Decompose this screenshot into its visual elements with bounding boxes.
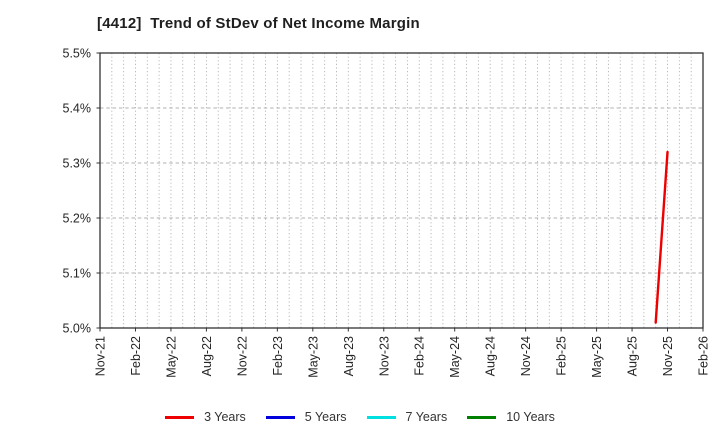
legend-line-10-years-icon — [467, 415, 497, 419]
svg-text:Nov-24: Nov-24 — [519, 336, 533, 376]
svg-text:5.1%: 5.1% — [63, 266, 92, 280]
plot-area: Nov-21 Feb-22 May-22 Aug-22 Nov-22 Feb-23 May-… — [63, 46, 711, 378]
svg-text:Nov-25: Nov-25 — [661, 336, 675, 376]
svg-text:5.3%: 5.3% — [63, 156, 92, 170]
legend-item-3-years: 3 Years — [165, 410, 246, 424]
svg-text:Feb-24: Feb-24 — [413, 336, 427, 376]
svg-text:May-22: May-22 — [164, 336, 178, 378]
legend-line-5-years-icon — [265, 415, 295, 419]
svg-text:Nov-21: Nov-21 — [94, 336, 108, 376]
legend: 3 Years 5 Years 7 Years 10 Years — [0, 404, 720, 430]
y-gridlines — [100, 107, 703, 274]
axis-ticks — [96, 52, 704, 332]
svg-text:May-24: May-24 — [448, 336, 462, 378]
legend-label-3-years: 3 Years — [204, 410, 246, 424]
svg-text:5.5%: 5.5% — [63, 46, 92, 60]
svg-text:May-23: May-23 — [306, 336, 320, 378]
svg-text:Nov-23: Nov-23 — [377, 336, 391, 376]
legend-label-10-years: 10 Years — [506, 410, 555, 424]
legend-label-7-years: 7 Years — [405, 410, 448, 424]
legend-item-10-years: 10 Years — [467, 410, 555, 424]
x-tick-labels: Nov-21 Feb-22 May-22 Aug-22 Nov-22 Feb-23 May-… — [94, 336, 711, 378]
legend-label-5-years: 5 Years — [304, 410, 347, 424]
svg-text:Feb-22: Feb-22 — [129, 336, 143, 376]
svg-text:Feb-26: Feb-26 — [697, 336, 711, 376]
series-line-3-years — [654, 150, 669, 324]
svg-text:Nov-22: Nov-22 — [235, 336, 249, 376]
svg-text:Aug-24: Aug-24 — [484, 336, 498, 376]
svg-text:Aug-25: Aug-25 — [626, 336, 640, 376]
x-gridlines — [111, 53, 692, 328]
svg-text:5.4%: 5.4% — [63, 101, 92, 115]
legend-item-5-years: 5 Years — [265, 410, 347, 424]
chart-title: [4412] Trend of StDev of Net Income Marg… — [97, 15, 420, 32]
plot-border — [99, 52, 704, 329]
svg-text:5.0%: 5.0% — [63, 321, 92, 335]
legend-line-7-years-icon — [366, 415, 396, 419]
svg-text:May-25: May-25 — [590, 336, 604, 378]
series-lines — [654, 150, 669, 324]
y-tick-labels: 5.0% 5.1% 5.2% 5.3% 5.4% 5.5% — [63, 46, 92, 335]
svg-text:Aug-22: Aug-22 — [200, 336, 214, 376]
legend-line-3-years-icon — [165, 415, 195, 419]
svg-text:Feb-23: Feb-23 — [271, 336, 285, 376]
legend-item-7-years: 7 Years — [366, 410, 448, 424]
svg-text:Feb-25: Feb-25 — [555, 336, 569, 376]
svg-text:5.2%: 5.2% — [63, 211, 92, 225]
svg-text:Aug-23: Aug-23 — [342, 336, 356, 376]
